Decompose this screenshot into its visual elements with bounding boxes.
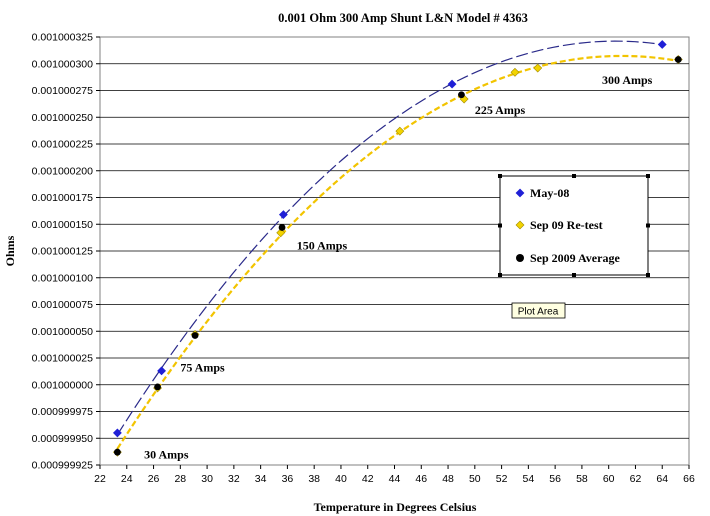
data-point <box>510 67 520 77</box>
data-point <box>458 91 465 99</box>
annotation-label: 225 Amps <box>475 103 526 117</box>
legend-resize-handle[interactable] <box>646 273 650 277</box>
y-tick-label: 0.001000100 <box>32 272 93 284</box>
data-point <box>276 228 286 238</box>
y-tick-label: 0.000999975 <box>32 406 93 418</box>
legend-label: Sep 09 Re-test <box>530 218 603 232</box>
x-tick-label: 34 <box>255 473 267 485</box>
y-tick-label: 0.001000150 <box>32 219 93 231</box>
x-tick-label: 48 <box>442 473 454 485</box>
x-tick-label: 28 <box>174 473 186 485</box>
x-tick-label: 66 <box>683 473 695 485</box>
legend-label: Sep 2009 Average <box>530 251 620 265</box>
y-tick-label: 0.001000175 <box>32 192 93 204</box>
x-tick-label: 44 <box>389 473 401 485</box>
annotation-label: 30 Amps <box>144 447 189 461</box>
data-point <box>515 220 525 230</box>
y-tick-label: 0.001000225 <box>32 139 93 151</box>
x-tick-label: 64 <box>656 473 668 485</box>
data-point <box>515 188 525 198</box>
data-point <box>516 254 524 262</box>
annotation-label: 300 Amps <box>602 73 653 87</box>
legend-resize-handle[interactable] <box>498 273 502 277</box>
legend-resize-handle[interactable] <box>572 174 576 178</box>
data-point <box>533 63 543 73</box>
x-tick-label: 54 <box>523 473 535 485</box>
y-tick-label: 0.001000075 <box>32 299 93 311</box>
data-point <box>278 210 288 220</box>
x-tick-label: 52 <box>496 473 508 485</box>
y-tick-label: 0.001000025 <box>32 353 93 365</box>
data-point <box>112 428 122 438</box>
legend-resize-handle[interactable] <box>646 174 650 178</box>
legend-resize-handle[interactable] <box>498 223 502 228</box>
data-point <box>157 366 167 376</box>
x-tick-label: 56 <box>549 473 561 485</box>
legend-label: May-08 <box>530 186 569 200</box>
data-point <box>674 56 682 63</box>
y-tick-label: 0.001000050 <box>32 326 93 338</box>
x-axis-ticks: 22 24 26 28 30 32 34 36 38 40 42 44 46 48 50 52 54 56 58 60… <box>94 465 695 485</box>
x-tick-label: 32 <box>228 473 240 485</box>
annotation-label: 75 Amps <box>180 361 225 375</box>
legend-resize-handle[interactable] <box>646 223 650 228</box>
data-point <box>114 448 121 456</box>
x-tick-label: 50 <box>469 473 481 485</box>
y-axis-label: Ohms <box>3 235 17 266</box>
x-axis-label: Temperature in Degrees Celsius <box>314 500 477 514</box>
data-point <box>447 79 457 89</box>
x-tick-label: 40 <box>335 473 347 485</box>
data-point <box>191 332 199 339</box>
legend-handles[interactable] <box>498 174 650 277</box>
y-tick-label: 0.000999925 <box>32 460 93 472</box>
x-tick-label: 22 <box>94 473 106 485</box>
data-point <box>154 383 161 391</box>
y-tick-label: 0.001000325 <box>32 32 93 44</box>
y-tick-label: 0.001000250 <box>32 112 93 124</box>
x-tick-label: 62 <box>630 473 642 485</box>
legend-resize-handle[interactable] <box>572 273 576 277</box>
chart-title: 0.001 Ohm 300 Amp Shunt L&N Model # 4363 <box>278 11 528 25</box>
y-tick-label: 0.001000125 <box>32 246 93 258</box>
legend-items: May-08 Sep 09 Re-test Sep 2009 Average <box>515 186 620 265</box>
series-markers <box>112 40 683 457</box>
y-tick-label: 0.001000275 <box>32 85 93 97</box>
x-tick-label: 30 <box>201 473 213 485</box>
y-tick-label: 0.000999950 <box>32 433 93 445</box>
x-tick-label: 42 <box>362 473 374 485</box>
x-tick-label: 26 <box>148 473 160 485</box>
legend[interactable]: May-08 Sep 09 Re-test Sep 2009 Average <box>498 174 650 277</box>
tooltip-box <box>511 302 566 319</box>
data-point <box>278 224 286 231</box>
x-tick-label: 46 <box>415 473 427 485</box>
x-tick-label: 24 <box>121 473 133 485</box>
y-tick-label: 0.001000000 <box>32 379 93 391</box>
tooltip-text: Plot Area <box>518 307 559 318</box>
x-tick-label: 60 <box>603 473 615 485</box>
x-tick-label: 38 <box>308 473 320 485</box>
legend-resize-handle[interactable] <box>498 174 502 178</box>
plot-area-tooltip: Plot Area <box>511 302 566 319</box>
y-tick-label: 0.001000300 <box>32 58 93 70</box>
y-axis-ticks: 0.001000325 0.001000300 0.001000275 0.00100… <box>32 32 100 472</box>
annotations: 30 Amps 75 Amps 150 Amps 225 Amps 300 Amps <box>144 73 653 461</box>
data-point <box>657 40 667 49</box>
x-tick-label: 36 <box>282 473 294 485</box>
annotation-label: 150 Amps <box>297 239 348 253</box>
data-point <box>395 126 405 136</box>
x-tick-label: 58 <box>576 473 588 485</box>
y-tick-label: 0.001000200 <box>32 165 93 177</box>
trendline <box>116 40 663 435</box>
